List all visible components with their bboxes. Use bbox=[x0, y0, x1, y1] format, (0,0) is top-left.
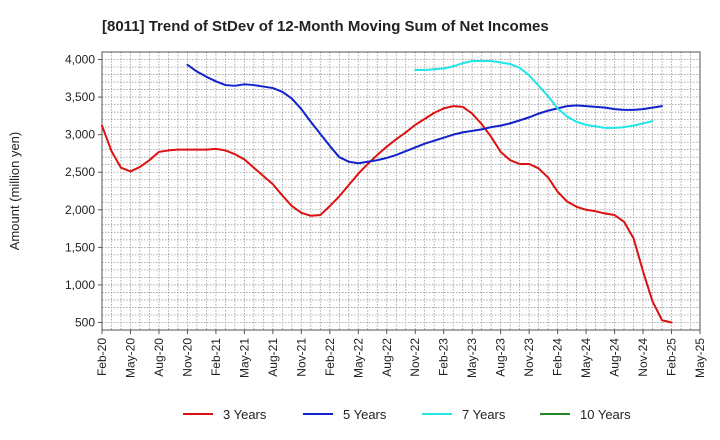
y-tick-label: 2,500 bbox=[65, 165, 95, 179]
x-tick-label: Aug-21 bbox=[266, 338, 280, 377]
x-tick-label: Feb-22 bbox=[323, 338, 337, 376]
x-tick-label: Feb-25 bbox=[665, 338, 679, 376]
x-tick-label: May-24 bbox=[579, 338, 593, 378]
plot-frame bbox=[101, 51, 701, 331]
x-tick-label: Aug-20 bbox=[152, 338, 166, 377]
legend-label: 7 Years bbox=[462, 407, 506, 422]
series-line bbox=[101, 105, 673, 324]
x-tick-label: Nov-23 bbox=[522, 338, 536, 377]
x-tick-label: Feb-23 bbox=[437, 338, 451, 376]
x-tick-label: Feb-20 bbox=[95, 338, 109, 376]
x-tick-label: May-21 bbox=[237, 338, 251, 378]
legend-label: 5 Years bbox=[343, 407, 387, 422]
y-tick-label: 1,000 bbox=[65, 278, 95, 292]
y-tick-label: 2,000 bbox=[65, 203, 95, 217]
x-tick-label: Nov-22 bbox=[408, 338, 422, 377]
series-line bbox=[414, 60, 654, 129]
x-tick-label: Aug-23 bbox=[494, 338, 508, 377]
x-tick-label: May-23 bbox=[465, 338, 479, 378]
legend-item: 7 Years bbox=[422, 407, 506, 422]
legend-item: 5 Years bbox=[303, 407, 387, 422]
x-tick-label: Nov-21 bbox=[294, 338, 308, 377]
legend: 3 Years 5 Years 7 Years 10 Years bbox=[183, 407, 631, 422]
y-tick-label: 3,500 bbox=[65, 90, 95, 104]
x-tick-label: May-20 bbox=[123, 338, 137, 378]
x-tick-label: Aug-22 bbox=[380, 338, 394, 377]
y-axis: 500 1,000 1,500 2,000 2,500 3,000 3,500 4,000 bbox=[65, 53, 102, 329]
legend-item: 10 Years bbox=[540, 407, 631, 422]
x-tick-label: May-25 bbox=[693, 338, 707, 378]
series-line bbox=[186, 63, 664, 165]
x-axis: Feb-20 May-20 Aug-20 Nov-20 Feb-21 May-21 Aug-… bbox=[95, 330, 707, 378]
y-axis-label: Amount (million yen) bbox=[7, 132, 22, 251]
grid bbox=[102, 52, 700, 331]
x-tick-label: Nov-24 bbox=[636, 338, 650, 377]
x-tick-label: Feb-24 bbox=[551, 338, 565, 376]
x-tick-label: Nov-20 bbox=[180, 338, 194, 377]
legend-item: 3 Years bbox=[183, 407, 267, 422]
chart-title: [8011] Trend of StDev of 12-Month Moving… bbox=[102, 18, 549, 35]
y-tick-label: 1,500 bbox=[65, 240, 95, 254]
x-tick-label: Feb-21 bbox=[209, 338, 223, 376]
legend-label: 10 Years bbox=[580, 407, 631, 422]
y-tick-label: 3,000 bbox=[65, 128, 95, 142]
y-tick-label: 4,000 bbox=[65, 53, 95, 67]
x-tick-label: Aug-24 bbox=[608, 338, 622, 377]
legend-label: 3 Years bbox=[223, 407, 267, 422]
series-lines bbox=[101, 60, 673, 324]
x-tick-label: May-22 bbox=[351, 338, 365, 378]
y-tick-label: 500 bbox=[75, 315, 95, 329]
